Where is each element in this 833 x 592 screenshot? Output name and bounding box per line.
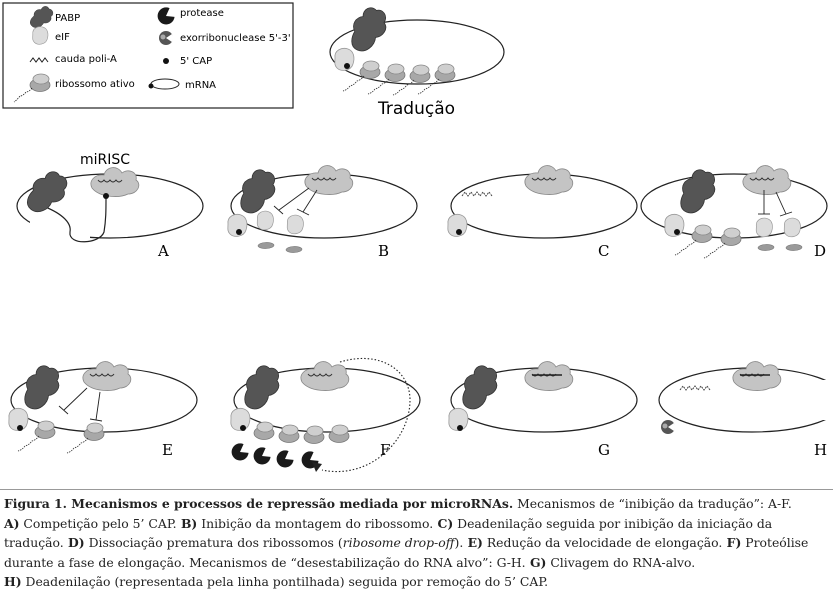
panel-label-b: B <box>378 242 389 260</box>
caption-e: Redução da velocidade de elongação. <box>482 535 723 550</box>
caption-c: Deadenilação seguida por inibição da ini… <box>4 515 773 551</box>
caption-d: Dissociação prematura dos ribossomos ( <box>84 535 343 550</box>
translation-panel: Tradução <box>329 1 505 119</box>
panel-label-d: D <box>814 242 826 260</box>
legend-polya: cauda poli-A <box>55 54 117 65</box>
legend-mrna: mRNA <box>185 80 216 91</box>
panel-label-a: A <box>157 242 169 260</box>
caption-g-key: G) <box>525 554 547 570</box>
panel-b: B <box>227 163 418 260</box>
panel-h: H <box>658 361 833 459</box>
caption-d-key: D) <box>63 535 85 550</box>
exonuclease-icon <box>159 31 174 45</box>
caption-h: Deadenilação (representada pela linha po… <box>21 574 549 589</box>
polya-icon <box>29 57 49 63</box>
mrna-icon <box>148 78 180 90</box>
panel-label-c: C <box>598 242 609 260</box>
legend-ribosome: ribossomo ativo <box>55 79 135 90</box>
caption-b: Inibição da montagem do ribossomo. <box>197 515 434 531</box>
legend-exo: exorribonuclease 5'-3' <box>180 33 291 44</box>
legend-eif: eIF <box>55 32 70 43</box>
panel-label-g: G <box>598 441 610 459</box>
figure-caption: Figura 1. Mecanismos e processos de repr… <box>4 494 830 592</box>
caption-c-key: C) <box>433 515 454 531</box>
caption-f-key: F) <box>722 535 742 550</box>
caption-e-key: E) <box>463 535 483 550</box>
caption-a: Competição pelo 5’ CAP. <box>19 515 177 531</box>
caption-f: Proteólise durante a fase de elongação. … <box>4 535 809 570</box>
caption-d-end: ). <box>454 535 464 550</box>
legend-box: PABP eIF cauda poli-A ribossomo ativo pr… <box>2 2 294 109</box>
panel-label-e: E <box>162 441 173 459</box>
mirisc-label: miRISC <box>80 152 130 168</box>
caption-h-key: H) <box>4 574 22 589</box>
panel-g: G <box>448 359 638 459</box>
panel-label-h: H <box>814 441 827 459</box>
caption-intro: Mecanismos de “inibição da tradução”: A-… <box>513 496 792 511</box>
panel-d: D <box>640 163 828 260</box>
translation-title: Tradução <box>377 99 455 119</box>
legend-cap: 5' CAP <box>180 56 212 67</box>
legend-protease: protease <box>180 8 224 19</box>
cap-icon <box>163 58 169 64</box>
panel-e: E <box>8 359 198 459</box>
caption-g: Clivagem do RNA-alvo. <box>546 554 696 570</box>
eif-icon <box>32 26 49 45</box>
caption-d-italic: ribosome drop-off <box>342 535 455 550</box>
mirna-diagram: PABP eIF cauda poli-A ribossomo ativo pr… <box>2 1 833 472</box>
caption-title: Figura 1. Mecanismos e processos de repr… <box>4 496 514 511</box>
caption-a-key: A) <box>4 515 20 531</box>
panel-label-f: F <box>380 441 390 459</box>
panel-a: miRISC A <box>16 152 204 260</box>
panel-c: C <box>447 165 638 260</box>
panel-f: F <box>228 357 421 472</box>
legend-pabp: PABP <box>55 13 80 24</box>
exonuclease-h <box>661 420 676 434</box>
caption-b-key: B) <box>176 515 198 531</box>
caption-separator <box>0 489 833 490</box>
